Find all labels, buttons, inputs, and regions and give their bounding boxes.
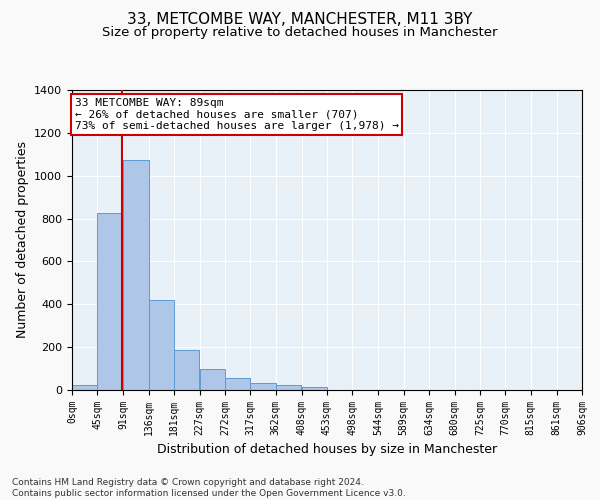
Text: Contains HM Land Registry data © Crown copyright and database right 2024.
Contai: Contains HM Land Registry data © Crown c… bbox=[12, 478, 406, 498]
Bar bbox=[276, 384, 301, 390]
Bar bbox=[302, 387, 327, 390]
Bar bbox=[72, 384, 97, 390]
Bar bbox=[200, 368, 225, 390]
Bar bbox=[123, 160, 149, 390]
Bar bbox=[225, 378, 250, 390]
Text: 33, METCOMBE WAY, MANCHESTER, M11 3BY: 33, METCOMBE WAY, MANCHESTER, M11 3BY bbox=[127, 12, 473, 28]
X-axis label: Distribution of detached houses by size in Manchester: Distribution of detached houses by size … bbox=[157, 444, 497, 456]
Bar bbox=[97, 213, 122, 390]
Text: 33 METCOMBE WAY: 89sqm
← 26% of detached houses are smaller (707)
73% of semi-de: 33 METCOMBE WAY: 89sqm ← 26% of detached… bbox=[74, 98, 398, 130]
Text: Size of property relative to detached houses in Manchester: Size of property relative to detached ho… bbox=[102, 26, 498, 39]
Y-axis label: Number of detached properties: Number of detached properties bbox=[16, 142, 29, 338]
Bar bbox=[174, 350, 199, 390]
Bar bbox=[149, 300, 174, 390]
Bar bbox=[250, 382, 276, 390]
